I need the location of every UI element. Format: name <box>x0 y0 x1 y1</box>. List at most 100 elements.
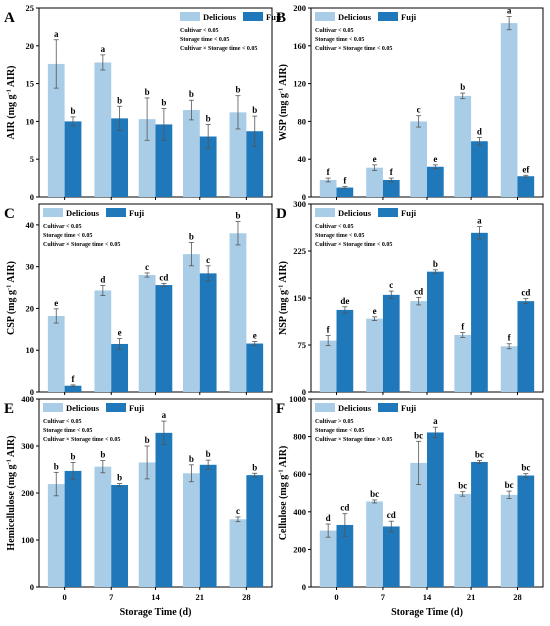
bar-delicious <box>138 275 156 392</box>
significance-label: e <box>373 306 377 316</box>
stat-annotation: Cultivar × Storage time < 0.05 <box>315 46 392 52</box>
bar-delicious <box>366 318 383 392</box>
bar-delicious <box>319 530 337 587</box>
y-tick-label: 15 <box>26 79 35 89</box>
stat-annotation: Storage time < 0.05 <box>315 233 364 239</box>
legend-label-fuji: Fuji <box>129 403 145 413</box>
significance-label: b <box>252 105 257 115</box>
y-tick-label: 10 <box>26 116 35 126</box>
chart-panel-b: B 0 40 80 120 160 200 WSP (mg g-1 AIR) f e c b a f f e d… <box>276 3 544 202</box>
significance-label: c <box>236 506 240 516</box>
significance-label: b <box>235 211 240 221</box>
bar-fuji <box>155 285 173 392</box>
significance-label: b <box>252 462 257 472</box>
bar-fuji <box>427 271 444 392</box>
significance-label: cd <box>340 503 349 513</box>
bar-fuji <box>64 385 82 392</box>
y-axis-label-exponent: -1 <box>278 285 285 290</box>
legend-swatch-delicious <box>43 208 63 217</box>
legend-swatch-fuji <box>378 12 398 21</box>
y-tick-label: 225 <box>293 246 306 256</box>
legend-swatch-delicious <box>315 403 335 412</box>
legend-swatch-fuji <box>106 208 126 217</box>
significance-label: f <box>508 333 512 343</box>
legend-swatch-fuji <box>243 12 263 21</box>
panel-letter: F <box>276 401 285 417</box>
stat-annotation: Storage time < 0.05 <box>43 233 92 239</box>
stat-annotation: Cultivar < 0.05 <box>315 28 353 34</box>
y-axis-label: Hemicellulose (mg g-1 AIR) <box>6 435 18 550</box>
y-tick-label: 10 <box>26 345 35 355</box>
y-axis-label-exponent: -1 <box>6 459 13 464</box>
y-axis-label-unit: AIR) <box>278 64 289 88</box>
stat-annotation: Cultivar < 0.05 <box>43 224 81 230</box>
y-tick-label: 20 <box>26 41 35 51</box>
panel-letter: C <box>4 206 15 222</box>
y-tick-label: 400 <box>21 394 34 404</box>
x-tick-label: 28 <box>242 592 251 602</box>
significance-label: a <box>162 410 167 420</box>
bar-delicious <box>319 179 337 197</box>
bar-fuji <box>64 121 82 197</box>
x-axis-title: Storage Time (d) <box>120 607 192 618</box>
bar-fuji <box>517 475 535 587</box>
y-tick-label: 25 <box>26 3 35 13</box>
x-axis-title: Storage Time (d) <box>391 607 463 618</box>
significance-label: a <box>507 6 512 16</box>
bar-delicious <box>182 254 200 392</box>
legend-swatch-delicious <box>315 208 335 217</box>
y-axis-label-text: Cellulose (mg g <box>278 475 289 541</box>
legend-label-delicious: Delicious <box>338 12 372 22</box>
stat-annotation: Storage time < 0.05 <box>180 37 229 43</box>
y-axis-label-unit: AIR) <box>6 435 17 459</box>
y-axis-label-text: Hemicellulose (mg g <box>6 464 17 550</box>
y-axis-label-unit: AIR) <box>278 261 289 285</box>
legend-label-fuji: Fuji <box>266 12 282 22</box>
significance-label: b <box>189 231 194 241</box>
significance-label: f <box>327 167 331 177</box>
significance-label: bc <box>521 463 530 473</box>
bar-delicious <box>454 334 472 392</box>
panel-letter: B <box>276 10 286 26</box>
significance-label: f <box>390 167 394 177</box>
stat-annotation: Cultivar < 0.05 <box>43 419 81 425</box>
y-tick-label: 800 <box>293 432 306 442</box>
legend-swatch-delicious <box>180 12 200 21</box>
legend-swatch-fuji <box>106 403 126 412</box>
legend-swatch-delicious <box>43 403 63 412</box>
significance-label: a <box>101 44 106 54</box>
significance-label: cd <box>521 288 530 298</box>
significance-label: b <box>145 87 150 97</box>
significance-label: cd <box>414 286 423 296</box>
significance-label: b <box>145 435 150 445</box>
y-tick-label: 200 <box>293 544 306 554</box>
significance-label: f <box>72 374 76 384</box>
bar-fuji <box>471 141 488 197</box>
y-axis-label: CSP (mg g-1 AIR) <box>6 261 18 335</box>
legend: Delicious Fuji <box>43 208 145 218</box>
stat-annotation: Cultivar < 0.05 <box>180 28 218 34</box>
legend-swatch-fuji <box>378 208 398 217</box>
y-axis-label: Cellulose (mg g-1 AIR) <box>278 446 290 541</box>
bar-fuji <box>246 343 264 392</box>
bar-fuji <box>155 124 173 197</box>
y-tick-label: 150 <box>293 293 306 303</box>
y-tick-label: 300 <box>21 441 34 451</box>
legend-label-delicious: Delicious <box>338 208 372 218</box>
bar-fuji <box>111 118 129 197</box>
x-tick-label: 21 <box>467 592 476 602</box>
y-axis-label-exponent: -1 <box>6 89 13 94</box>
significance-label: e <box>433 154 437 164</box>
stat-annotation: Storage time < 0.05 <box>43 428 92 434</box>
significance-label: bc <box>458 481 467 491</box>
y-tick-label: 0 <box>302 387 306 397</box>
y-axis-label-unit: AIR) <box>6 261 17 285</box>
significance-label: b <box>460 82 465 92</box>
y-tick-label: 0 <box>30 192 34 202</box>
stat-annotation: Cultivar × Storage time < 0.05 <box>315 242 392 248</box>
bar-fuji <box>382 294 400 392</box>
bar-fuji <box>517 301 535 392</box>
bar-delicious <box>454 95 472 197</box>
significance-label: b <box>71 451 76 461</box>
